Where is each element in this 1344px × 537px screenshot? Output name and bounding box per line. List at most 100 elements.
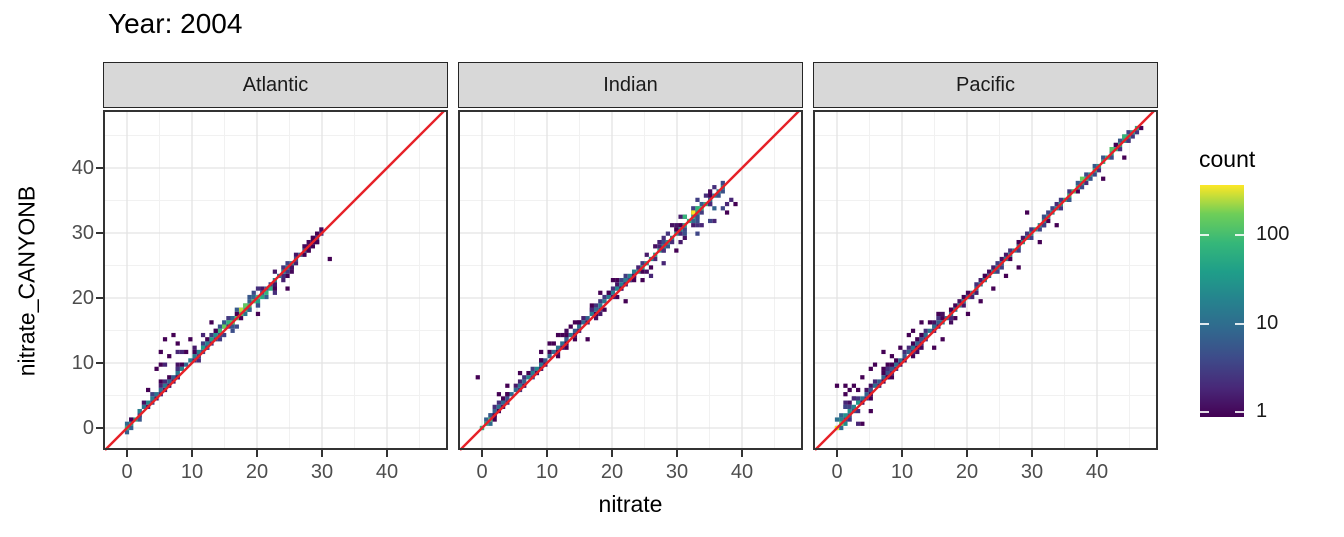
- bin: [636, 265, 641, 270]
- bin: [124, 430, 130, 435]
- bin: [839, 417, 844, 422]
- bin: [196, 358, 201, 363]
- bin: [661, 248, 666, 253]
- bin: [695, 231, 700, 236]
- bin: [488, 421, 493, 426]
- bin: [1016, 248, 1021, 253]
- bin: [255, 311, 261, 317]
- bin: [209, 337, 214, 342]
- bin: [1109, 147, 1114, 152]
- bin: [547, 341, 552, 346]
- bin: [281, 265, 286, 270]
- bin: [272, 282, 277, 287]
- bin: [919, 345, 924, 350]
- bin: [319, 227, 324, 232]
- bin: [889, 375, 895, 380]
- bin: [1075, 180, 1080, 186]
- y-tick-label: 10: [71, 352, 94, 374]
- bin: [906, 349, 911, 355]
- bin: [517, 370, 523, 376]
- bin: [839, 413, 844, 418]
- bin: [708, 193, 713, 198]
- bin: [268, 286, 273, 291]
- bin: [627, 273, 632, 279]
- bin: [678, 231, 683, 236]
- bin: [856, 400, 861, 405]
- bin: [910, 328, 916, 333]
- bin: [205, 341, 210, 346]
- legend-tick-mark: [1200, 410, 1209, 413]
- bin: [593, 316, 599, 321]
- bin: [213, 332, 218, 338]
- x-tick-label: 20: [955, 461, 979, 483]
- bin: [1126, 130, 1131, 135]
- bin: [255, 303, 261, 308]
- bin: [881, 370, 886, 376]
- bin: [712, 218, 717, 224]
- bin: [919, 337, 924, 342]
- bin: [539, 349, 544, 355]
- bin: [953, 316, 958, 321]
- bin: [175, 349, 180, 355]
- bin: [940, 337, 945, 342]
- bin: [851, 383, 857, 388]
- bin: [281, 273, 286, 279]
- bin: [302, 252, 307, 257]
- x-tick-label: 0: [121, 461, 133, 483]
- bin: [894, 362, 899, 367]
- bin: [547, 349, 552, 355]
- bin: [488, 413, 493, 418]
- bin: [889, 362, 895, 367]
- bin: [661, 239, 666, 245]
- x-tick-label: 40: [1085, 461, 1109, 483]
- bin: [1139, 125, 1144, 131]
- bin: [1058, 197, 1064, 202]
- bin: [243, 303, 248, 308]
- bin: [695, 206, 700, 211]
- bin: [175, 362, 180, 367]
- bin: [856, 396, 861, 401]
- bin: [522, 379, 527, 384]
- y-tick-label: 0: [82, 417, 94, 439]
- bin: [982, 273, 987, 279]
- bin: [733, 201, 738, 207]
- bin: [708, 189, 713, 194]
- bin: [615, 286, 620, 291]
- bin: [682, 231, 687, 236]
- bin: [661, 235, 666, 240]
- bin: [577, 320, 582, 325]
- bin: [255, 286, 261, 291]
- bin: [200, 345, 206, 350]
- bin: [872, 383, 878, 388]
- bin: [1079, 185, 1085, 190]
- legend-tick-mark: [1235, 410, 1244, 413]
- bin: [188, 358, 193, 363]
- bin: [179, 366, 185, 371]
- bin: [1025, 210, 1030, 215]
- legend-tick-label: 10: [1256, 312, 1279, 335]
- bin: [230, 328, 235, 333]
- bin: [238, 307, 244, 312]
- bin: [995, 261, 1000, 266]
- bin: [310, 244, 316, 249]
- bin: [560, 332, 565, 338]
- bin: [868, 396, 873, 401]
- bin: [615, 278, 620, 283]
- bin: [864, 392, 869, 397]
- bin: [124, 421, 130, 426]
- bin: [129, 425, 134, 431]
- bin: [695, 197, 700, 202]
- bin: [1096, 168, 1102, 173]
- bin: [547, 354, 552, 359]
- bin: [492, 408, 497, 414]
- bin: [729, 197, 734, 202]
- panel-border: [813, 110, 1158, 450]
- bin: [539, 362, 544, 367]
- bin: [843, 392, 848, 397]
- bin: [1054, 223, 1059, 228]
- bin: [534, 366, 540, 371]
- bin: [644, 252, 649, 257]
- x-tick-label: 0: [476, 461, 488, 483]
- bin: [238, 316, 244, 321]
